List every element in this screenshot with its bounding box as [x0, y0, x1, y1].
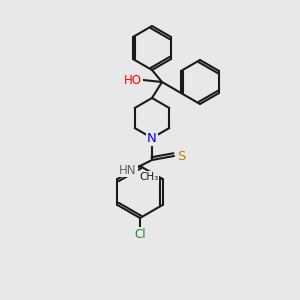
Text: HN: HN [119, 164, 137, 176]
Text: N: N [147, 131, 157, 145]
Text: CH₃: CH₃ [139, 172, 158, 182]
Text: S: S [177, 149, 185, 163]
Text: Cl: Cl [134, 227, 146, 241]
Text: HO: HO [124, 74, 142, 86]
